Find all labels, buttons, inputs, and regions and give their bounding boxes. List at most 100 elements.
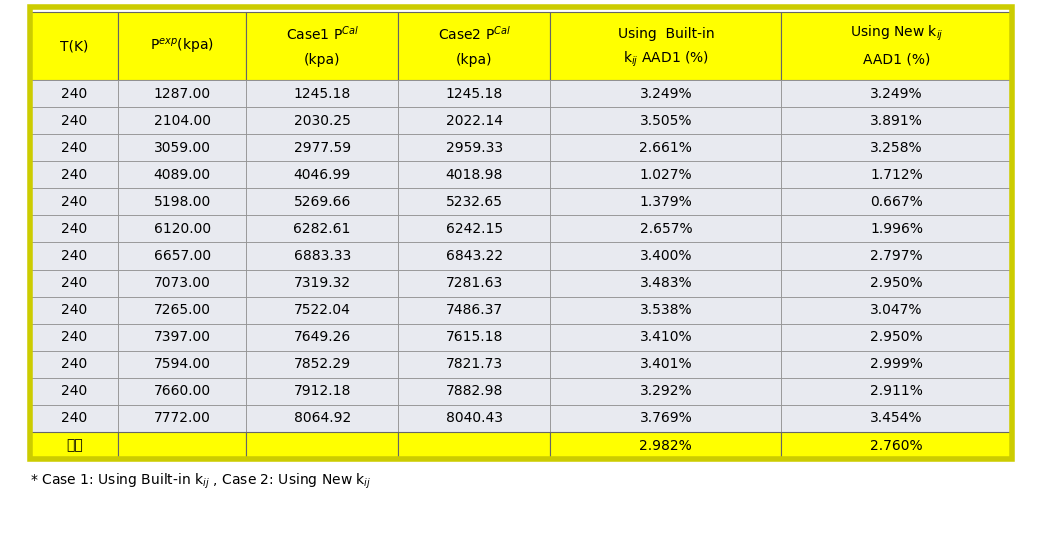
Text: 3.400%: 3.400% [640, 249, 692, 263]
Text: 3.483%: 3.483% [640, 276, 692, 290]
Bar [398, 243, 550, 269]
Bar [119, 405, 246, 432]
Text: 2.661%: 2.661% [640, 141, 692, 154]
Bar [30, 107, 119, 134]
Bar [398, 405, 550, 432]
Text: 7615.18: 7615.18 [446, 330, 503, 344]
Text: 6282.61: 6282.61 [294, 222, 351, 236]
Bar [30, 243, 119, 269]
Bar [550, 188, 782, 215]
Text: 2.760%: 2.760% [870, 438, 923, 453]
Text: Case2 P$^{Cal}$: Case2 P$^{Cal}$ [438, 25, 511, 43]
Bar [398, 324, 550, 351]
Text: 7265.00: 7265.00 [154, 303, 210, 317]
Text: k$_{ij}$ AAD1 (%): k$_{ij}$ AAD1 (%) [623, 50, 709, 69]
Bar [398, 161, 550, 188]
Text: 3.505%: 3.505% [640, 114, 692, 128]
Bar [119, 243, 246, 269]
Text: 2.950%: 2.950% [870, 330, 923, 344]
Text: 8064.92: 8064.92 [294, 411, 351, 425]
Text: 0.667%: 0.667% [870, 195, 923, 209]
Text: (kpa): (kpa) [456, 53, 493, 66]
Bar [30, 269, 119, 296]
Bar [30, 324, 119, 351]
Bar [119, 12, 246, 80]
Bar [550, 351, 782, 378]
Bar [119, 324, 246, 351]
Bar [398, 107, 550, 134]
Text: 2959.33: 2959.33 [446, 141, 503, 154]
Bar [782, 188, 1012, 215]
Text: 6883.33: 6883.33 [294, 249, 351, 263]
Bar [398, 432, 550, 459]
Text: 2.657%: 2.657% [640, 222, 692, 236]
Text: 2022.14: 2022.14 [446, 114, 503, 128]
Bar [119, 107, 246, 134]
Bar [30, 296, 119, 324]
Bar [398, 215, 550, 243]
Bar [398, 134, 550, 161]
Text: 3.454%: 3.454% [870, 411, 923, 425]
Bar [119, 215, 246, 243]
Text: 240: 240 [61, 195, 88, 209]
Bar [398, 351, 550, 378]
Text: 7281.63: 7281.63 [446, 276, 503, 290]
Text: 240: 240 [61, 303, 88, 317]
Text: 7649.26: 7649.26 [294, 330, 351, 344]
Text: 240: 240 [61, 222, 88, 236]
Bar [119, 134, 246, 161]
Bar [30, 161, 119, 188]
Text: 2.999%: 2.999% [870, 357, 923, 372]
Bar [246, 12, 398, 80]
Bar [119, 269, 246, 296]
Text: 7852.29: 7852.29 [294, 357, 351, 372]
Text: P$^{exp}$(kpa): P$^{exp}$(kpa) [150, 36, 214, 55]
Text: 240: 240 [61, 411, 88, 425]
Bar [30, 378, 119, 405]
Text: 4046.99: 4046.99 [294, 168, 351, 182]
Bar [782, 351, 1012, 378]
Bar [246, 188, 398, 215]
Bar [30, 188, 119, 215]
Text: 3.249%: 3.249% [640, 86, 692, 101]
Text: 240: 240 [61, 385, 88, 398]
Text: 8040.43: 8040.43 [446, 411, 503, 425]
Bar [30, 12, 119, 80]
Text: 240: 240 [61, 330, 88, 344]
Bar [398, 12, 550, 80]
Text: 3.891%: 3.891% [870, 114, 923, 128]
Text: 4089.00: 4089.00 [153, 168, 210, 182]
Text: 평균: 평균 [66, 438, 82, 453]
Bar [119, 188, 246, 215]
Bar [246, 324, 398, 351]
Bar [550, 215, 782, 243]
Text: 7397.00: 7397.00 [154, 330, 210, 344]
Bar [782, 80, 1012, 107]
Bar [246, 432, 398, 459]
Bar [30, 405, 119, 432]
Bar [246, 134, 398, 161]
Bar [550, 243, 782, 269]
Bar [30, 7, 1012, 459]
Bar [246, 405, 398, 432]
Bar [782, 269, 1012, 296]
Text: 2.950%: 2.950% [870, 276, 923, 290]
Text: 7319.32: 7319.32 [294, 276, 351, 290]
Text: 1245.18: 1245.18 [446, 86, 503, 101]
Bar [550, 107, 782, 134]
Bar [782, 134, 1012, 161]
Bar [246, 351, 398, 378]
Text: 7772.00: 7772.00 [154, 411, 210, 425]
Bar [782, 107, 1012, 134]
Text: 7912.18: 7912.18 [294, 385, 351, 398]
Text: 240: 240 [61, 357, 88, 372]
Text: 3.249%: 3.249% [870, 86, 923, 101]
Bar [30, 432, 119, 459]
Bar [30, 215, 119, 243]
Text: 3.401%: 3.401% [640, 357, 692, 372]
Text: T(K): T(K) [60, 39, 89, 53]
Text: AAD1 (%): AAD1 (%) [863, 53, 931, 66]
Bar [246, 296, 398, 324]
Bar [782, 161, 1012, 188]
Bar [119, 296, 246, 324]
